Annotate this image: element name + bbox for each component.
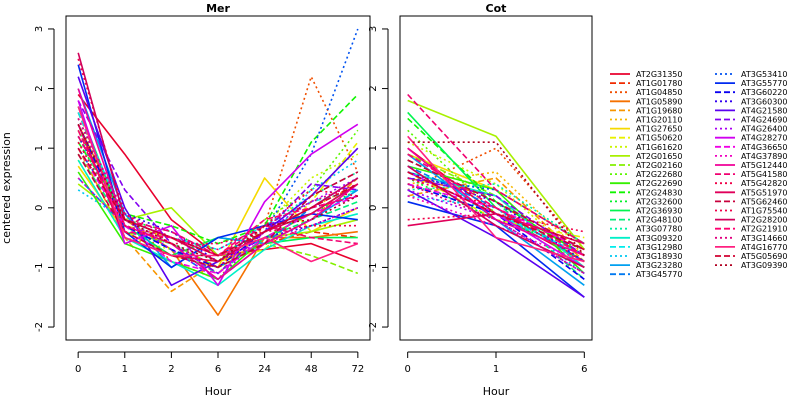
y-tick-label: 0 <box>368 205 379 211</box>
series-line-at4g28270 <box>77 100 359 287</box>
legend-entry: AT4G36650 <box>741 143 787 152</box>
legend-entry: AT1G27650 <box>636 125 682 134</box>
legend-entry: AT3G14660 <box>741 234 787 243</box>
y-tick-label: 1 <box>368 145 379 151</box>
plot-frame <box>399 15 593 341</box>
legend-entry: AT2G02160 <box>636 161 682 170</box>
series-line-at5g41580 <box>407 93 585 245</box>
y-tick-label: -1 <box>368 262 379 272</box>
legend-entry: AT2G24830 <box>636 188 682 197</box>
legend-entry: AT1G61620 <box>636 143 682 152</box>
series-line-at4g16770 <box>407 135 585 263</box>
legend-entry: AT4G21580 <box>741 106 787 115</box>
x-tick-label: 1 <box>122 364 128 375</box>
x-axis-label: Hour <box>205 385 232 398</box>
y-tick-label: -2 <box>368 322 379 332</box>
legend-entry: AT2G28200 <box>741 216 787 225</box>
legend-entry: AT2G48100 <box>636 216 682 225</box>
legend-entry: AT1G20110 <box>636 116 682 125</box>
chart-title: Mer <box>206 2 230 15</box>
x-axis-label: Hour <box>483 385 510 398</box>
legend-entry: AT4G16770 <box>741 243 787 252</box>
legend-entry: AT1G75540 <box>741 207 787 216</box>
y-tick-label: 1 <box>34 145 45 151</box>
series-line-at5g62460 <box>407 159 585 251</box>
legend-entry: AT3G45770 <box>636 270 682 279</box>
x-tick-label: 6 <box>581 364 587 375</box>
legend-entry: AT5G05690 <box>741 252 787 261</box>
legend-entry: AT3G60220 <box>741 88 787 97</box>
legend-entry: AT3G53410 <box>741 70 787 79</box>
y-tick-label: 0 <box>34 205 45 211</box>
legend-entry: AT2G31350 <box>636 70 682 79</box>
x-tick-label: 0 <box>404 364 410 375</box>
x-tick-label: 48 <box>305 364 318 375</box>
series-line-at2g01650 <box>407 99 585 250</box>
x-tick-label: 6 <box>215 364 221 375</box>
legend-entry: AT3G23280 <box>636 261 682 270</box>
legend-entry: AT3G55770 <box>741 79 787 88</box>
legend-entry: AT3G12980 <box>636 243 682 252</box>
x-tick-label: 2 <box>168 364 174 375</box>
chart-title: Cot <box>486 2 507 15</box>
legend-entry: AT5G51970 <box>741 188 787 197</box>
x-tick-label: 1 <box>493 364 499 375</box>
x-tick-label: 72 <box>351 364 364 375</box>
series-line-at3g09390 <box>77 123 359 263</box>
series-line-at5g05690 <box>407 171 585 251</box>
series-line-at1g01780 <box>77 112 358 263</box>
legend-entry: AT2G21910 <box>741 225 787 234</box>
series-line-at4g26400 <box>407 189 585 275</box>
legend-entry: AT5G41580 <box>741 170 787 179</box>
legend-entry: AT2G22680 <box>636 170 682 179</box>
series-line-at2g21910 <box>407 153 585 257</box>
legend-entry: AT2G01650 <box>636 152 682 161</box>
legend-entry: AT3G07780 <box>636 225 682 234</box>
legend-entry: AT3G60300 <box>741 97 787 106</box>
legend-entry: AT3G09320 <box>636 234 682 243</box>
y-tick-label: 2 <box>34 85 45 91</box>
series-line-at3g23280 <box>77 88 359 269</box>
y-tick-label: 3 <box>34 26 45 32</box>
series-line-at4g24690 <box>407 177 585 257</box>
legend-entry: AT1G05890 <box>636 97 682 106</box>
legend-entry: AT1G50620 <box>636 134 682 143</box>
series-line-at3g60300 <box>407 171 585 263</box>
series-line-at4g24690 <box>77 100 358 275</box>
legend-entry: AT1G04850 <box>636 88 682 97</box>
series-line-at3g14660 <box>77 118 359 251</box>
series-line-at3g14660 <box>407 183 585 275</box>
series-line-at4g21580 <box>407 189 585 298</box>
legend-entry: AT5G42820 <box>741 179 787 188</box>
legend-entry: AT5G62460 <box>741 197 787 206</box>
legend-entry: AT1G19680 <box>636 106 682 115</box>
x-tick-label: 24 <box>258 364 271 375</box>
legend-entry: AT2G22690 <box>636 179 682 188</box>
legend-entry: AT4G26400 <box>741 125 787 134</box>
legend-entry: AT3G09390 <box>741 261 787 270</box>
legend-entry: AT3G18930 <box>636 252 682 261</box>
legend-entry: AT4G37890 <box>741 152 787 161</box>
plot-frame <box>65 15 371 341</box>
series-line-at1g75540 <box>77 141 358 245</box>
y-tick-label: -1 <box>34 262 45 272</box>
legend-entry: AT5G12440 <box>741 161 787 170</box>
legend-entry: AT4G24690 <box>741 116 787 125</box>
y-tick-label: 3 <box>368 26 379 32</box>
series-line-at2g24830 <box>407 117 585 257</box>
x-tick-label: 0 <box>75 364 81 375</box>
legend-entry: AT1G01780 <box>636 79 682 88</box>
y-tick-label: 2 <box>368 85 379 91</box>
series-line-at4g37890 <box>407 195 585 263</box>
y-axis-label: centered expression <box>0 132 13 244</box>
y-tick-label: -2 <box>34 322 45 332</box>
legend-entry: AT2G32600 <box>636 197 682 206</box>
series-line-at1g20110 <box>407 171 585 257</box>
series-line-at1g75540 <box>407 177 585 263</box>
legend-entry: AT2G36930 <box>636 207 682 216</box>
legend-entry: AT4G28270 <box>741 134 787 143</box>
